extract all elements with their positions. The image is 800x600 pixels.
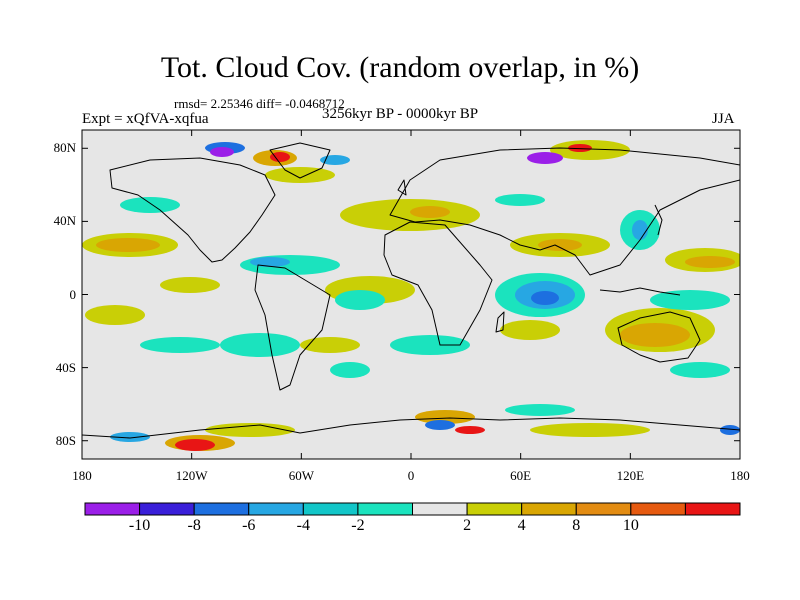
anomaly-region xyxy=(390,335,470,355)
anomaly-region xyxy=(210,147,234,157)
colorbar-swatch xyxy=(466,502,523,516)
anomaly-region xyxy=(330,362,370,378)
anomaly-region xyxy=(632,220,648,240)
colorbar-label: -4 xyxy=(296,517,310,534)
anomaly-region xyxy=(85,305,145,325)
lon-tick-label: 60W xyxy=(288,468,314,483)
colorbar-swatch xyxy=(684,502,741,516)
anomaly-region xyxy=(410,206,450,218)
season-label: JJA xyxy=(712,111,735,127)
colorbar-swatch xyxy=(575,502,632,516)
colorbar-label: -10 xyxy=(128,517,151,534)
colorbar xyxy=(84,502,741,516)
lon-tick-label: 180 xyxy=(72,468,92,483)
anomaly-region xyxy=(531,291,559,305)
anomaly-region xyxy=(527,152,563,164)
anomaly-region xyxy=(620,323,690,347)
anomaly-region xyxy=(160,277,220,293)
uk-coastline xyxy=(397,179,407,196)
anomaly-region xyxy=(340,199,480,231)
antarctica-coastline xyxy=(82,417,740,439)
anomaly-region xyxy=(505,404,575,416)
colorbar-swatch xyxy=(412,502,468,516)
lon-tick-label: 120W xyxy=(175,468,208,483)
colorbar-swatch xyxy=(84,502,141,516)
anomaly-region xyxy=(530,423,650,437)
colorbar-label: 2 xyxy=(463,517,472,534)
anomaly-region xyxy=(320,155,350,165)
colorbar-label: 10 xyxy=(622,517,639,534)
stats-text: rmsd= 2.25346 diff= -0.0468712 xyxy=(174,96,345,111)
anomaly-region xyxy=(335,290,385,310)
indonesia-coastline xyxy=(599,287,681,296)
lat-ticks xyxy=(82,147,740,442)
anomaly-region xyxy=(220,333,300,357)
anomaly-region xyxy=(110,432,150,442)
lon-tick-label: 180 xyxy=(730,468,750,483)
lat-tick-label: 40S xyxy=(55,359,76,375)
coastlines xyxy=(82,142,740,439)
anomaly-field xyxy=(82,140,740,451)
colorbar-swatch xyxy=(357,502,413,516)
colorbar-swatch xyxy=(248,502,304,516)
lon-tick-label: 60E xyxy=(510,468,532,483)
colorbar-swatch xyxy=(302,502,359,516)
anomaly-region xyxy=(270,152,290,162)
south-america-coastline xyxy=(254,264,331,391)
australia-coastline xyxy=(617,311,701,363)
anomaly-region xyxy=(500,320,560,340)
anomaly-region xyxy=(175,439,215,451)
lat-tick-label: 0 xyxy=(69,286,77,302)
colorbar-label: 8 xyxy=(572,517,581,534)
anomaly-region xyxy=(250,257,290,267)
lon-tick-label: 120E xyxy=(616,468,645,483)
experiment-label: Expt = xQfVA-xqfua xyxy=(82,111,209,127)
colorbar-swatch xyxy=(139,502,195,516)
anomaly-region xyxy=(568,144,592,152)
lon-tick-label: 0 xyxy=(407,468,415,483)
lon-ticks xyxy=(81,130,741,459)
lat-tick-label: 80N xyxy=(53,140,76,156)
anomaly-region xyxy=(538,239,582,251)
colorbar-label: -6 xyxy=(242,517,256,534)
colorbar-swatch xyxy=(521,502,577,516)
colorbar-label: -8 xyxy=(187,517,201,534)
anomaly-region xyxy=(670,362,730,378)
anomaly-region xyxy=(300,337,360,353)
anomaly-region xyxy=(96,238,160,252)
japan-coastline xyxy=(654,204,663,236)
anomaly-region xyxy=(425,420,455,430)
anomaly-region xyxy=(720,425,740,435)
anomaly-region xyxy=(495,194,545,206)
north-america-coastline xyxy=(109,157,276,263)
period-label: 3256kyr BP - 0000kyr BP xyxy=(322,106,479,122)
anomaly-region xyxy=(650,290,730,310)
colorbar-label: -2 xyxy=(351,517,365,534)
eurasia-coastline xyxy=(389,147,740,276)
anomaly-region xyxy=(205,423,295,437)
lat-tick-label: 80S xyxy=(55,432,76,448)
colorbar-swatch xyxy=(193,502,250,516)
colorbar-label: 4 xyxy=(517,517,526,534)
anomaly-region xyxy=(120,197,180,213)
plot-title: Tot. Cloud Cov. (random overlap, in %) xyxy=(160,51,640,84)
anomaly-region xyxy=(140,337,220,353)
greenland-coastline xyxy=(269,142,331,179)
anomaly-region xyxy=(415,410,475,424)
anomaly-region xyxy=(265,167,335,183)
anomaly-region xyxy=(685,256,735,268)
anomaly-region xyxy=(455,426,485,434)
lat-tick-label: 40N xyxy=(53,213,76,229)
africa-coastline xyxy=(383,221,493,346)
colorbar-swatch xyxy=(630,502,686,516)
madagascar-coastline xyxy=(495,311,505,333)
